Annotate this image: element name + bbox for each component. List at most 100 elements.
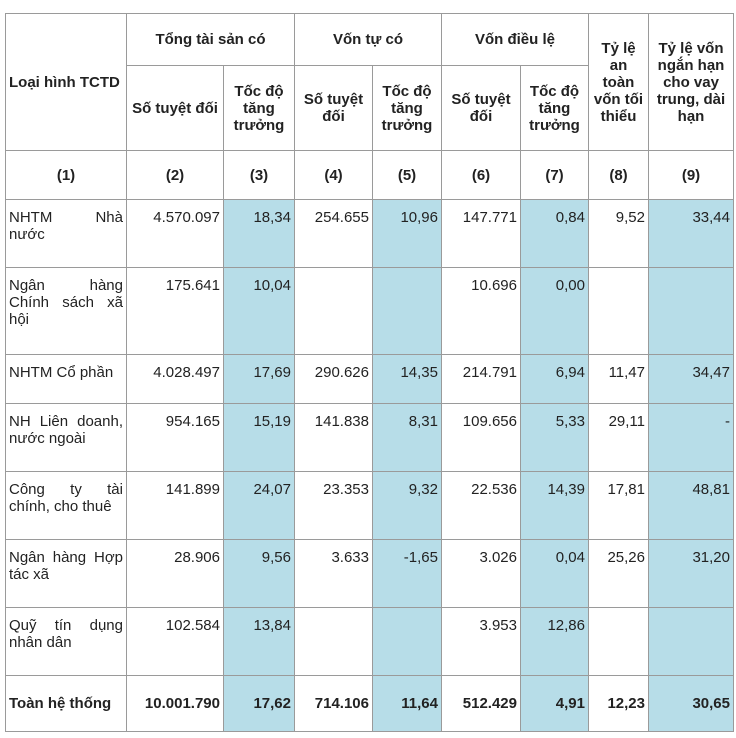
table-total-row: Toàn hệ thống 10.001.790 17,62 714.106 11,64… (5, 675, 734, 732)
value-cell: 8,31 (372, 403, 442, 472)
table-row: Ngân hàng Hợp tác xã 28.906 9,56 3.633 -1,65… (5, 539, 734, 608)
value-cell: 9,32 (372, 471, 442, 540)
value-cell: 17,69 (223, 354, 295, 404)
header-sub-growth: Tốc độ tăng trưởng (372, 65, 442, 151)
row-label: NH Liên doanh, nước ngoài (5, 403, 127, 472)
value-cell: 5,33 (520, 403, 589, 472)
value-cell: 4.570.097 (126, 199, 224, 268)
value-cell: 24,07 (223, 471, 295, 540)
value-cell: 954.165 (126, 403, 224, 472)
value-cell: 10.001.790 (126, 675, 224, 732)
value-cell: 28.906 (126, 539, 224, 608)
table-row: Ngân hàng Chính sách xã hội 175.641 10,04 1… (5, 267, 734, 355)
row-label: Ngân hàng Chính sách xã hội (5, 267, 127, 355)
column-index: (4) (294, 150, 373, 200)
value-cell (648, 607, 734, 676)
column-index: (1) (5, 150, 127, 200)
value-cell: 0,04 (520, 539, 589, 608)
value-cell: 214.791 (441, 354, 521, 404)
value-cell: 23.353 (294, 471, 373, 540)
value-cell (588, 267, 649, 355)
column-index: (8) (588, 150, 649, 200)
value-cell: 17,62 (223, 675, 295, 732)
value-cell: 4.028.497 (126, 354, 224, 404)
value-cell: 25,26 (588, 539, 649, 608)
value-cell: 141.838 (294, 403, 373, 472)
value-cell: 12,86 (520, 607, 589, 676)
value-cell (588, 607, 649, 676)
value-cell: 34,47 (648, 354, 734, 404)
row-label: Quỹ tín dụng nhân dân (5, 607, 127, 676)
table-row: NH Liên doanh, nước ngoài 954.165 15,19 141… (5, 403, 734, 472)
value-cell (372, 267, 442, 355)
table-row: NHTM Cổ phần 4.028.497 17,69 290.626 14,35 21… (5, 354, 734, 404)
value-cell (294, 267, 373, 355)
row-label: NHTM Cổ phần (5, 354, 127, 404)
value-cell: 0,00 (520, 267, 589, 355)
column-index: (7) (520, 150, 589, 200)
value-cell: -1,65 (372, 539, 442, 608)
value-cell: 48,81 (648, 471, 734, 540)
value-cell (294, 607, 373, 676)
value-cell: 11,47 (588, 354, 649, 404)
value-cell (648, 267, 734, 355)
row-label: Toàn hệ thống (5, 675, 127, 732)
value-cell: 18,34 (223, 199, 295, 268)
header-sub-growth: Tốc độ tăng trưởng (223, 65, 295, 151)
header-total-assets: Tổng tài sản có (126, 13, 295, 66)
value-cell: 175.641 (126, 267, 224, 355)
value-cell: 13,84 (223, 607, 295, 676)
header-row-label: Loại hình TCTD (5, 13, 127, 151)
row-label: Công ty tài chính, cho thuê (5, 471, 127, 540)
value-cell: 31,20 (648, 539, 734, 608)
header-own-capital: Vốn tự có (294, 13, 442, 66)
value-cell: 0,84 (520, 199, 589, 268)
value-cell: 3.633 (294, 539, 373, 608)
column-index: (3) (223, 150, 295, 200)
value-cell: 14,35 (372, 354, 442, 404)
value-cell: 33,44 (648, 199, 734, 268)
value-cell (372, 607, 442, 676)
value-cell: 22.536 (441, 471, 521, 540)
value-cell: 290.626 (294, 354, 373, 404)
value-cell: 4,91 (520, 675, 589, 732)
value-cell: 3.953 (441, 607, 521, 676)
value-cell: 11,64 (372, 675, 442, 732)
value-cell: 30,65 (648, 675, 734, 732)
value-cell: 3.026 (441, 539, 521, 608)
table-row: Công ty tài chính, cho thuê 141.899 24,07 2… (5, 471, 734, 540)
value-cell: 141.899 (126, 471, 224, 540)
value-cell: 147.771 (441, 199, 521, 268)
statistics-table: Loại hình TCTD Tổng tài sản có Vốn tự có… (5, 13, 734, 732)
column-index: (5) (372, 150, 442, 200)
table-row: NHTM Nhà nước 4.570.097 18,34 254.655 10,96 1… (5, 199, 734, 268)
table-row: Quỹ tín dụng nhân dân 102.584 13,84 3.953 12… (5, 607, 734, 676)
header-sub-absolute: Số tuyệt đối (126, 65, 224, 151)
value-cell: 6,94 (520, 354, 589, 404)
value-cell: 14,39 (520, 471, 589, 540)
header-short-term-ratio: Tỷ lệ vốn ngắn hạn cho vay trung, dài hạ… (648, 13, 734, 151)
value-cell: 9,52 (588, 199, 649, 268)
value-cell: 102.584 (126, 607, 224, 676)
header-capital-adequacy: Tỷ lệ an toàn vốn tối thiểu (588, 13, 649, 151)
value-cell: 12,23 (588, 675, 649, 732)
header-sub-absolute: Số tuyệt đối (294, 65, 373, 151)
value-cell: 254.655 (294, 199, 373, 268)
value-cell: 29,11 (588, 403, 649, 472)
header-sub-absolute: Số tuyệt đối (441, 65, 521, 151)
header-sub-growth: Tốc độ tăng trưởng (520, 65, 589, 151)
header-charter-capital: Vốn điều lệ (441, 13, 589, 66)
column-index: (9) (648, 150, 734, 200)
row-label: Ngân hàng Hợp tác xã (5, 539, 127, 608)
value-cell: 109.656 (441, 403, 521, 472)
row-label: NHTM Nhà nước (5, 199, 127, 268)
value-cell: 10.696 (441, 267, 521, 355)
value-cell: 10,04 (223, 267, 295, 355)
column-index: (2) (126, 150, 224, 200)
column-index: (6) (441, 150, 521, 200)
value-cell: - (648, 403, 734, 472)
value-cell: 714.106 (294, 675, 373, 732)
value-cell: 10,96 (372, 199, 442, 268)
value-cell: 512.429 (441, 675, 521, 732)
value-cell: 15,19 (223, 403, 295, 472)
